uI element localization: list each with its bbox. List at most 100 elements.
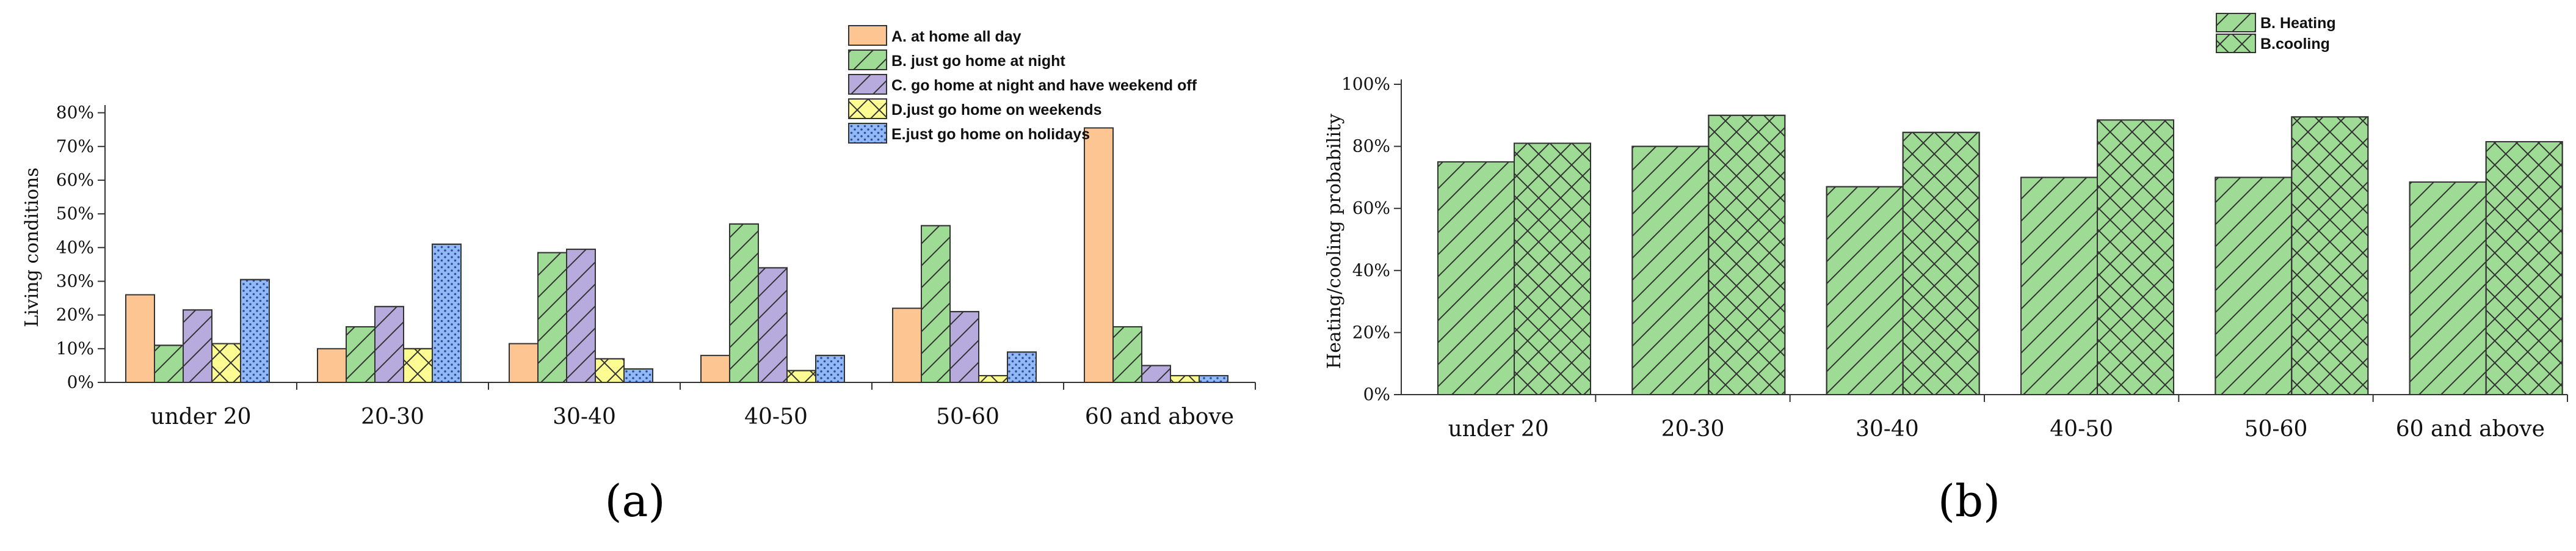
- category-label: under 20: [1448, 417, 1549, 442]
- chart-b-categories: under 20 20-30 30-40 40-50 50-60 60 and above: [1448, 417, 2545, 442]
- legend-label: B.cooling: [2260, 35, 2330, 53]
- y-tick-label: 10%: [56, 338, 94, 359]
- category-label: 60 and above: [1085, 404, 1234, 429]
- bar-1-fill: [125, 294, 155, 383]
- chart-b-bars: [1437, 114, 2563, 396]
- category-label: 40-50: [2050, 417, 2113, 442]
- category-label: under 20: [150, 404, 251, 429]
- chart-a-axes: [104, 105, 1256, 390]
- bar-1-fill: [892, 307, 922, 383]
- y-tick-label: 0%: [1363, 384, 1390, 404]
- category-label: 30-40: [553, 404, 616, 429]
- bar-5-pattern: [623, 368, 653, 383]
- y-tick-label: 70%: [56, 136, 94, 156]
- y-tick-label: 0%: [67, 372, 94, 392]
- bar-2-pattern: [1514, 142, 1591, 396]
- bar-3-pattern: [183, 309, 212, 383]
- bar-4-pattern: [786, 370, 816, 383]
- bar-3: [949, 311, 979, 384]
- bar-3: [566, 249, 596, 383]
- bar-1-fill: [317, 348, 347, 384]
- legend-swatch-pattern: [2216, 13, 2256, 32]
- panel-label-b: (b): [1938, 475, 2000, 527]
- bar-2: [729, 223, 759, 383]
- bar-2-pattern: [921, 225, 951, 383]
- legend-label: E.just go home on holidays: [891, 126, 1090, 143]
- bar-2: [1902, 131, 1980, 396]
- chart-a-y-ticks: 0% 10% 20% 30% 40% 50% 60% 70% 80%: [56, 103, 105, 392]
- bar-1-pattern: [2409, 181, 2487, 395]
- legend-swatch-pattern: [848, 123, 887, 144]
- legend-swatch-pattern: [848, 74, 887, 95]
- y-tick-label: 80%: [1352, 136, 1390, 156]
- legend-swatch-pattern: [848, 49, 887, 70]
- bar-3: [374, 305, 404, 383]
- bar-2-pattern: [154, 345, 184, 384]
- bar-2: [537, 252, 567, 383]
- bar-1-fill: [1084, 127, 1114, 384]
- chart-b-y-ticks: 0% 20% 40% 60% 80% 100%: [1341, 74, 1401, 404]
- bar-4: [211, 343, 241, 383]
- bar-1: [2020, 177, 2098, 395]
- bar-2-pattern: [2291, 116, 2369, 395]
- chart-b-y-axis-label: Heating/cooling probability: [1324, 114, 1345, 369]
- bar-5: [815, 354, 845, 384]
- bar-2: [1112, 326, 1142, 383]
- legend-swatch-pattern: [848, 98, 887, 119]
- panel-label-a: (a): [604, 475, 665, 527]
- legend-swatch: [848, 123, 887, 144]
- bar-1: [892, 307, 922, 383]
- y-tick-label: 20%: [1352, 322, 1390, 342]
- bar-2: [1514, 142, 1591, 396]
- bar-3-pattern: [374, 305, 404, 383]
- category-label: 60 and above: [2396, 417, 2545, 442]
- bar-2-pattern: [537, 252, 567, 383]
- chart-a-living-conditions: 0% 10% 20% 30% 40% 50% 60% 70% 80% under 20 20-30…: [21, 25, 1256, 429]
- bar-1: [1826, 186, 1904, 395]
- bar-1: [1437, 161, 1515, 395]
- bar-4-pattern: [403, 348, 433, 384]
- bar-2-pattern: [346, 326, 376, 383]
- bar-1: [1084, 127, 1114, 384]
- y-tick-label: 100%: [1341, 74, 1390, 94]
- bar-5: [1007, 351, 1037, 384]
- legend-label: B. just go home at night: [891, 53, 1065, 70]
- bar-5: [1199, 374, 1228, 384]
- bar-4-pattern: [978, 374, 1008, 384]
- bar-2: [154, 345, 184, 384]
- chart-a-legend: A. at home all day B. just go home at nig…: [848, 25, 1197, 144]
- bar-5-pattern: [432, 243, 462, 383]
- bar-3: [1141, 365, 1171, 383]
- bar-2: [1708, 114, 1786, 396]
- legend-swatch: [2216, 13, 2256, 32]
- bar-2-pattern: [1112, 326, 1142, 383]
- y-tick-label: 60%: [56, 170, 94, 190]
- bar-3-pattern: [566, 249, 596, 383]
- bar-1: [700, 354, 730, 384]
- legend-swatch: [848, 25, 887, 46]
- legend-swatch: [848, 49, 887, 70]
- legend-label: D.just go home on weekends: [891, 101, 1102, 119]
- bar-2-pattern: [2485, 140, 2563, 395]
- bar-3-pattern: [758, 267, 788, 383]
- legend-swatch: [2216, 34, 2256, 53]
- chart-a-categories: under 20 20-30 30-40 40-50 50-60 60 and above: [150, 404, 1234, 429]
- bar-4: [403, 348, 433, 384]
- bar-1: [2215, 177, 2293, 395]
- bar-5-pattern: [815, 354, 845, 384]
- legend-swatch-fill: [848, 25, 887, 46]
- bar-4: [595, 358, 625, 383]
- bar-1: [509, 343, 539, 383]
- y-tick-label: 40%: [56, 237, 94, 257]
- chart-a-bars: [125, 127, 1228, 384]
- bar-3: [758, 267, 788, 383]
- y-tick-label: 50%: [56, 203, 94, 224]
- category-label: 40-50: [744, 404, 808, 429]
- y-tick-label: 20%: [56, 305, 94, 325]
- legend-label: B. Heating: [2260, 15, 2336, 32]
- bar-1-pattern: [2215, 177, 2293, 395]
- bar-4-pattern: [211, 343, 241, 383]
- bar-2: [2291, 116, 2369, 395]
- legend-swatch: [848, 98, 887, 119]
- legend-label: C. go home at night and have weekend off: [891, 77, 1197, 94]
